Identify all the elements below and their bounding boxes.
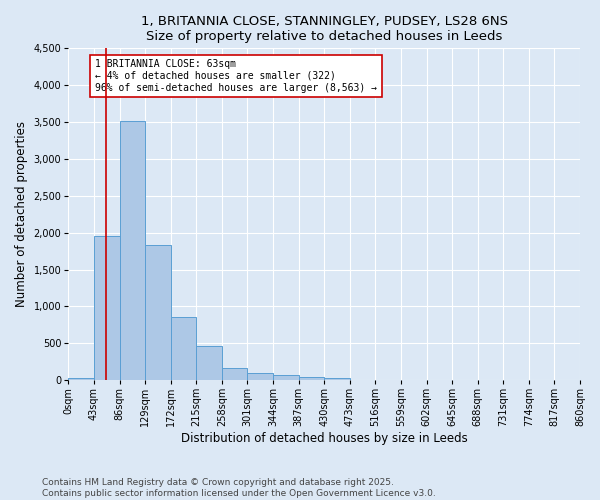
Text: Contains HM Land Registry data © Crown copyright and database right 2025.
Contai: Contains HM Land Registry data © Crown c… bbox=[42, 478, 436, 498]
Bar bbox=[324, 378, 350, 380]
Bar bbox=[222, 368, 247, 380]
Bar bbox=[145, 245, 170, 380]
Bar bbox=[247, 373, 273, 380]
Bar bbox=[299, 377, 324, 380]
Bar bbox=[196, 346, 222, 380]
Y-axis label: Number of detached properties: Number of detached properties bbox=[15, 121, 28, 307]
X-axis label: Distribution of detached houses by size in Leeds: Distribution of detached houses by size … bbox=[181, 432, 467, 445]
Text: 1 BRITANNIA CLOSE: 63sqm
← 4% of detached houses are smaller (322)
96% of semi-d: 1 BRITANNIA CLOSE: 63sqm ← 4% of detache… bbox=[95, 60, 377, 92]
Bar bbox=[68, 378, 94, 380]
Bar bbox=[94, 236, 119, 380]
Bar bbox=[273, 375, 299, 380]
Bar bbox=[170, 316, 196, 380]
Bar bbox=[119, 120, 145, 380]
Title: 1, BRITANNIA CLOSE, STANNINGLEY, PUDSEY, LS28 6NS
Size of property relative to d: 1, BRITANNIA CLOSE, STANNINGLEY, PUDSEY,… bbox=[140, 15, 508, 43]
